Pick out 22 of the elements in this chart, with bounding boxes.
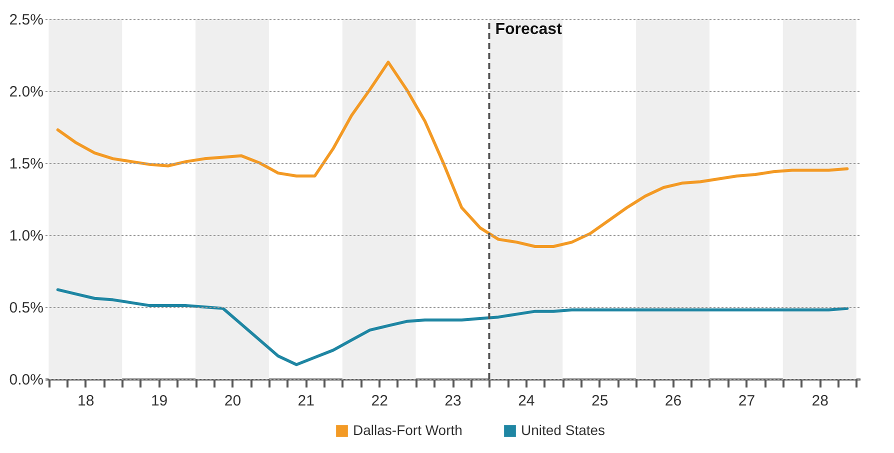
legend-label: United States (521, 422, 606, 438)
x-tick-label: 23 (444, 392, 462, 410)
x-tick-label: 28 (812, 392, 828, 410)
legend-label: Dallas-Fort Worth (353, 422, 462, 438)
y-tick-label: 0.0% (9, 372, 44, 388)
x-tick-label: 25 (592, 392, 608, 410)
ref-line-label: Forecast (495, 21, 563, 38)
x-tick-label: 20 (224, 392, 242, 410)
y-tick-label: 2.5% (9, 12, 44, 28)
x-tick-label: 22 (371, 392, 388, 410)
y-tick-label: 0.5% (9, 300, 44, 316)
y-tick-label: 1.0% (9, 228, 44, 244)
x-tick-label: 24 (518, 392, 535, 410)
x-tick-label: 19 (150, 392, 168, 410)
x-tick-label: 27 (738, 392, 756, 410)
y-tick-label: 2.0% (9, 84, 44, 100)
y-tick-label: 1.5% (9, 156, 44, 172)
x-tick-label: 18 (78, 392, 94, 410)
x-tick-label: 26 (664, 392, 682, 410)
line-series (56, 60, 849, 248)
x-tick-label: 21 (298, 392, 314, 410)
line-series (56, 288, 849, 366)
